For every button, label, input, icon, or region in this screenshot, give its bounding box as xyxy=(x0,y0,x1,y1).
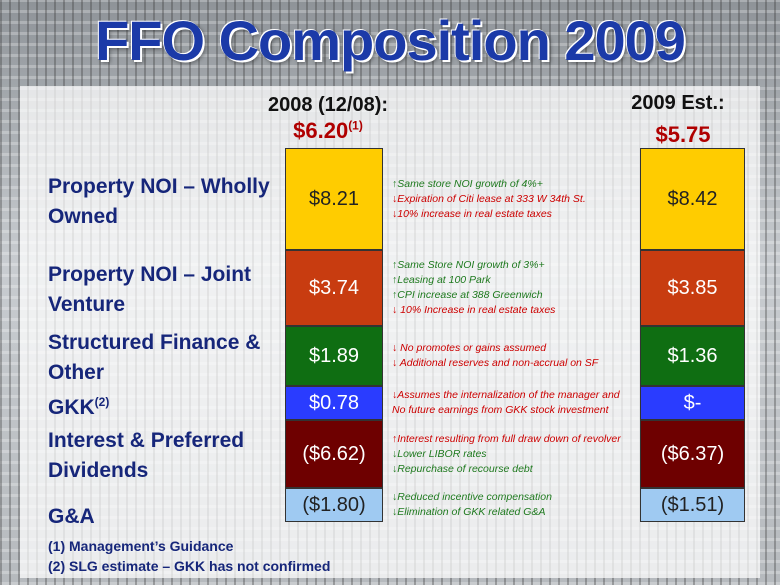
bar-segment-2008-6: ($1.80) xyxy=(285,488,383,522)
row-5-note-2: ↓Lower LIBOR rates xyxy=(392,447,487,460)
footnote-1: (1) Management’s Guidance xyxy=(48,538,234,554)
row-5-note-1: ↑Interest resulting from full draw down … xyxy=(392,432,621,445)
row-1-note-3: ↓10% increase in real estate taxes xyxy=(392,207,552,220)
row-4-label-sup: (2) xyxy=(94,395,110,409)
column-header-2008: 2008 (12/08): xyxy=(267,94,389,116)
row-1-note-1: ↑Same store NOI growth of 4%+ xyxy=(392,177,543,190)
row-4-notes: ↓Assumes the internalization of the mana… xyxy=(392,388,642,418)
row-5-label-text: Interest & Preferred Dividends xyxy=(48,429,245,482)
row-2-note-1: ↑Same Store NOI growth of 3%+ xyxy=(392,259,545,271)
bar-segment-2008-1: $8.21 xyxy=(285,148,383,250)
content-panel xyxy=(20,86,760,578)
row-3-label: Structured Finance & Other xyxy=(48,330,283,385)
row-3-note-1: ↓ No promotes or gains assumed xyxy=(392,342,547,354)
bar-segment-2009-6: ($1.51) xyxy=(640,488,745,522)
footnote-2: (2) SLG estimate – GKK has not confirmed xyxy=(48,558,331,574)
bar-segment-2008-3: $1.89 xyxy=(285,326,383,386)
bar-segment-2009-5: ($6.37) xyxy=(640,420,745,488)
row-6-note-2: ↓Elimination of GKK related G&A xyxy=(392,506,546,518)
slide-title: FFO Composition 2009 xyxy=(95,9,686,72)
row-2-note-2: ↑Leasing at 100 Park xyxy=(392,274,491,286)
row-2-note-4: ↓ 10% Increase in real estate taxes xyxy=(392,304,556,316)
bar-segment-2008-5: ($6.62) xyxy=(285,420,383,488)
row-4-label-text: GKK xyxy=(48,396,95,419)
row-6-notes: ↓Reduced incentive compensation ↓Eliminat… xyxy=(392,490,642,520)
row-4-note-2: No future earnings from GKK stock invest… xyxy=(392,404,609,416)
row-3-label-text: Structured Finance & Other xyxy=(48,331,261,384)
row-6-note-1: ↓Reduced incentive compensation xyxy=(392,491,552,503)
bar-segment-2009-4: $- xyxy=(640,386,745,420)
row-2-label: Property NOI – Joint Venture xyxy=(48,262,283,317)
row-6-label: G&A xyxy=(48,499,283,529)
row-5-label: Interest & Preferred Dividends xyxy=(48,428,283,483)
row-1-notes: ↑Same store NOI growth of 4%+ ↓Expiration… xyxy=(392,177,642,222)
row-1-label-text: Property NOI – Wholly Owned xyxy=(48,175,270,228)
bar-segment-2009-2: $3.85 xyxy=(640,250,745,326)
column-total-2008: $6.20(1) xyxy=(293,118,363,143)
row-2-note-3: ↑CPI increase at 388 Greenwich xyxy=(392,289,543,301)
bar-segment-2009-3: $1.36 xyxy=(640,326,745,386)
bar-segment-2009-1: $8.42 xyxy=(640,148,745,250)
row-4-label: GKK(2) xyxy=(48,390,283,420)
row-3-note-2: ↓ Additional reserves and non-accrual on… xyxy=(392,357,599,369)
row-2-notes: ↑Same Store NOI growth of 3%+ ↑Leasing at… xyxy=(392,258,642,318)
row-5-notes: ↑Interest resulting from full draw down … xyxy=(392,432,642,477)
row-4-note-1: ↓Assumes the internalization of the mana… xyxy=(392,389,620,401)
column-header-2009: 2009 Est.: xyxy=(631,92,725,114)
row-5-note-3: ↓Repurchase of recourse debt xyxy=(392,462,533,475)
bar-segment-2008-4: $0.78 xyxy=(285,386,383,420)
bar-segment-2008-2: $3.74 xyxy=(285,250,383,326)
row-3-notes: ↓ No promotes or gains assumed ↓ Addition… xyxy=(392,341,642,371)
row-6-label-text: G&A xyxy=(48,505,95,528)
row-1-note-2: ↓Expiration of Citi lease at 333 W 34th … xyxy=(392,192,586,205)
column-total-2009: $5.75 xyxy=(655,122,711,147)
row-1-label: Property NOI – Wholly Owned xyxy=(48,174,283,229)
row-2-label-text: Property NOI – Joint Venture xyxy=(48,263,252,316)
